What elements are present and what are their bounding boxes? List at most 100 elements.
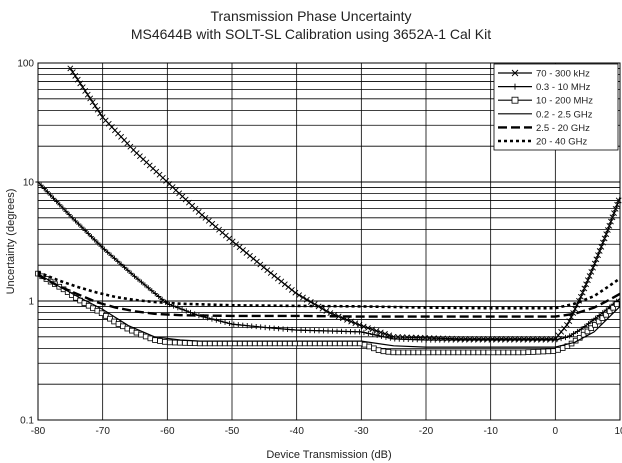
data-point (545, 348, 552, 355)
data-point (82, 227, 88, 233)
data-point (522, 337, 528, 343)
data-point (601, 235, 608, 242)
data-point (135, 276, 141, 282)
data-point (131, 273, 138, 279)
plot-frame (37, 62, 621, 421)
data-point (338, 328, 345, 334)
data-point (361, 341, 368, 348)
data-point (462, 335, 469, 342)
data-point (82, 87, 89, 94)
data-point (121, 264, 128, 270)
data-point (430, 349, 437, 356)
data-point (288, 286, 295, 293)
data-point (570, 331, 577, 337)
data-point (441, 337, 447, 343)
x-tick-label: 0 (553, 426, 559, 437)
data-point (320, 328, 327, 334)
legend-marker (511, 96, 519, 104)
data-point (611, 210, 617, 217)
data-point (152, 337, 158, 343)
data-point (592, 322, 598, 328)
data-point (419, 337, 425, 343)
data-point (69, 69, 76, 76)
data-point (609, 214, 616, 221)
data-point (507, 335, 514, 342)
data-point (410, 336, 416, 343)
data-point (138, 331, 144, 338)
legend-label: 0.3 - 10 MHz (536, 82, 591, 93)
data-point (247, 340, 253, 347)
x-tick-label: -80 (31, 426, 46, 437)
data-point (534, 335, 541, 342)
data-point (162, 339, 168, 345)
data-point (297, 340, 303, 347)
data-point (147, 335, 154, 342)
x-axis-label: Device Transmission (dB) (266, 449, 391, 461)
data-point (177, 339, 183, 346)
data-point (352, 340, 358, 347)
legend-box (493, 63, 619, 151)
data-point (480, 335, 487, 342)
data-point (440, 349, 447, 356)
data-point (387, 335, 393, 341)
data-point (271, 272, 278, 279)
data-point (217, 340, 223, 347)
data-point (85, 230, 91, 237)
y-tick-label: 100 (17, 59, 34, 70)
data-point (285, 284, 292, 291)
data-point (550, 348, 557, 354)
data-point (227, 340, 233, 347)
data-point (584, 277, 591, 284)
data-point (182, 340, 188, 346)
data-point (262, 340, 268, 347)
data-point (545, 337, 551, 343)
data-point (79, 224, 85, 230)
data-point (361, 329, 367, 336)
data-point (494, 335, 500, 342)
data-point (510, 349, 517, 356)
data-point (599, 315, 606, 321)
data-point (289, 327, 295, 333)
data-point (475, 349, 482, 356)
data-point (513, 337, 519, 343)
data-point (588, 268, 595, 275)
data-point (179, 306, 185, 312)
data-point (589, 318, 595, 324)
data-point (197, 340, 203, 347)
x-tick-label: -40 (289, 426, 304, 437)
data-point (325, 328, 331, 334)
data-point (260, 264, 267, 271)
y-axis-label: Uncertainty (degrees) (5, 189, 17, 295)
data-point (518, 337, 524, 343)
data-point (473, 337, 479, 343)
data-point (77, 80, 84, 87)
data-point (317, 340, 323, 347)
data-point (257, 340, 263, 347)
data-point (38, 182, 44, 188)
y-tick-label: 10 (23, 178, 35, 189)
x-tick-label: -50 (225, 426, 240, 437)
data-point (435, 349, 442, 356)
series-5 (37, 274, 621, 318)
data-point (591, 260, 598, 267)
data-point (540, 348, 547, 355)
data-point (307, 340, 313, 347)
data-point (378, 333, 385, 339)
data-point (272, 340, 278, 347)
data-point (470, 349, 477, 356)
data-point (596, 248, 603, 254)
legend-label: 20 - 40 GHz (536, 137, 587, 148)
data-point (253, 323, 259, 330)
data-point (369, 326, 376, 333)
data-point (566, 318, 573, 325)
data-point (347, 329, 354, 335)
data-point (274, 275, 281, 282)
data-point (232, 340, 238, 347)
data-point (108, 252, 114, 258)
data-point (527, 337, 533, 343)
legend-label: 2.5 - 20 GHz (536, 123, 590, 134)
data-point (262, 324, 268, 331)
data-point (614, 201, 621, 208)
data-point (300, 294, 306, 301)
data-point (445, 349, 452, 356)
